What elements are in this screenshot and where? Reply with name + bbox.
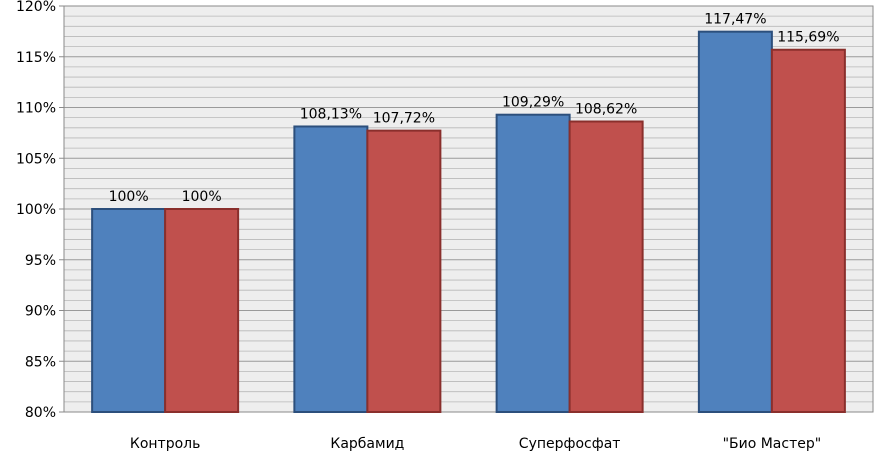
y-tick-label: 120% xyxy=(16,0,56,15)
y-tick-label: 115% xyxy=(16,50,56,66)
y-tick-label: 100% xyxy=(16,202,56,218)
y-tick-label: 85% xyxy=(25,354,56,370)
x-category-label: "Био Мастер" xyxy=(723,436,822,452)
data-label: 117,47% xyxy=(704,12,766,28)
x-category-label: Контроль xyxy=(130,436,200,452)
data-label: 107,72% xyxy=(373,111,435,127)
data-label: 109,29% xyxy=(502,95,564,111)
y-tick-label: 105% xyxy=(16,151,56,167)
y-tick-label: 80% xyxy=(25,405,56,421)
x-category-label: Карбамид xyxy=(330,436,404,452)
data-label: 100% xyxy=(109,189,149,205)
bar xyxy=(366,129,442,413)
y-tick-label: 90% xyxy=(25,304,56,320)
data-label: 100% xyxy=(182,189,222,205)
data-label: 115,69% xyxy=(777,30,839,46)
bar xyxy=(697,30,773,413)
bar xyxy=(495,113,571,413)
bar xyxy=(770,48,846,414)
x-axis-categories: Контроль Карбамид Суперфосфат "Био Мастер" xyxy=(130,436,821,452)
bar xyxy=(164,208,240,413)
y-tick-label: 110% xyxy=(16,101,56,117)
y-axis-ticks: 80% 85% 90% 95% 100% 105% 110% 115% 120% xyxy=(16,0,64,421)
data-label: 108,62% xyxy=(575,102,637,118)
bar xyxy=(91,208,167,413)
bar xyxy=(293,125,369,413)
plot-area: 100% 100% 108,13% 107,72% 109,29% 108,62% 117,… xyxy=(63,5,874,414)
x-category-label: Суперфосфат xyxy=(519,436,621,452)
bars xyxy=(91,30,846,414)
data-labels: 100% 100% 108,13% 107,72% 109,29% 108,62% 117,… xyxy=(109,12,840,205)
data-label: 108,13% xyxy=(300,106,362,122)
y-tick-label: 95% xyxy=(25,253,56,269)
bar xyxy=(568,120,644,414)
